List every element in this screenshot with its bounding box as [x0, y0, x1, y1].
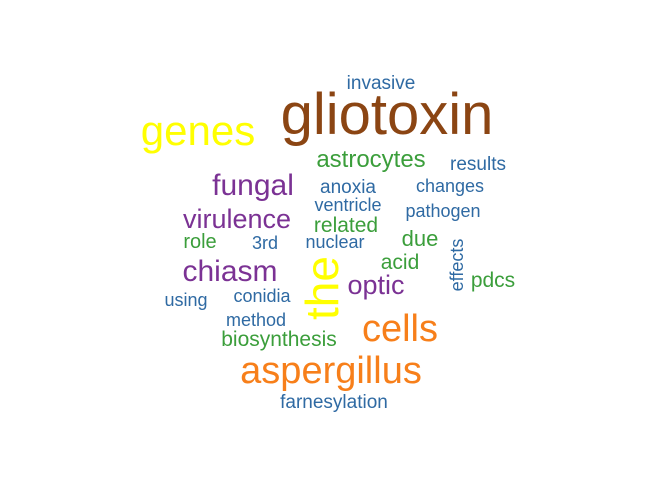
word-conidia: conidia [233, 286, 291, 306]
word-changes: changes [416, 176, 484, 196]
word-anoxia: anoxia [320, 177, 376, 198]
word-results: results [450, 154, 506, 175]
word-biosynthesis: biosynthesis [221, 328, 337, 351]
word-farnesylation: farnesylation [280, 392, 388, 413]
word-invasive: invasive [347, 73, 416, 94]
word-aspergillus: aspergillus [240, 350, 422, 392]
word-3rd: 3rd [252, 233, 278, 253]
word-pathogen: pathogen [405, 201, 480, 221]
word-astrocytes: astrocytes [316, 146, 425, 173]
word-optic: optic [347, 270, 404, 300]
word-cells: cells [362, 308, 438, 350]
word-using: using [164, 290, 207, 310]
word-ventricle: ventricle [314, 195, 381, 215]
word-pdcs: pdcs [471, 269, 515, 292]
word-nuclear: nuclear [305, 232, 364, 252]
word-effects: effects [447, 239, 467, 292]
word-genes: genes [141, 107, 255, 154]
word-virulence: virulence [183, 204, 291, 234]
word-the: the [296, 256, 348, 320]
word-gliotoxin: gliotoxin [281, 82, 494, 147]
word-related: related [314, 214, 378, 237]
word-chiasm: chiasm [182, 255, 277, 288]
word-role: role [183, 231, 216, 253]
word-method: method [226, 310, 286, 330]
word-acid: acid [381, 251, 420, 274]
word-fungal: fungal [212, 169, 294, 202]
word-due: due [402, 226, 439, 251]
